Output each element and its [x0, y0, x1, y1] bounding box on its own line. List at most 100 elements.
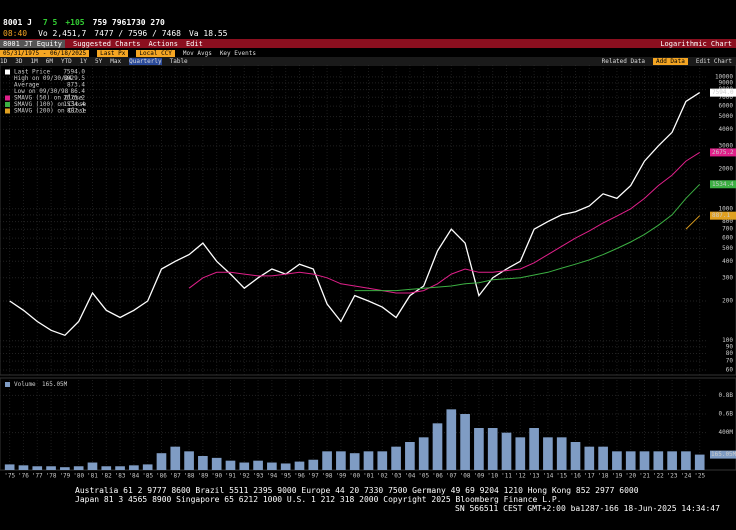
y-tick-label: 0.6B	[719, 411, 734, 418]
y-tick-label: 100	[722, 337, 733, 344]
y-tick-label: 10000	[715, 73, 733, 80]
time: 08:40	[3, 29, 28, 38]
period-button[interactable]: 1M	[30, 57, 38, 65]
x-tick-label: '14	[542, 473, 553, 480]
volume-bar	[529, 428, 539, 470]
x-tick-label: '20	[625, 473, 636, 480]
y-tick-label: 60	[726, 367, 734, 374]
legend-swatch	[5, 108, 10, 114]
y-tick-label: 3000	[719, 142, 734, 149]
legend-value: 7594.0	[63, 69, 85, 76]
last-value-tag	[710, 148, 736, 157]
volume-bar	[391, 446, 401, 470]
option[interactable]: Last Px	[97, 50, 129, 57]
last-value-label: 1534.4	[712, 181, 734, 188]
legend-label: SMAVG (50) on Close	[14, 95, 83, 102]
option[interactable]: Local CCY	[136, 50, 175, 57]
x-tick-label: '16	[570, 473, 581, 480]
legend-value: 1534.4	[63, 101, 85, 108]
period-button[interactable]: 3D	[15, 57, 23, 65]
legend-value: 8029.5	[63, 75, 85, 82]
period-button[interactable]: Table	[169, 57, 188, 65]
x-tick-label: '12	[515, 473, 526, 480]
legend-value: 887.1	[67, 108, 85, 115]
volume-bar	[598, 446, 608, 470]
stats-row: 08:40 Vo 2,451,7 7477 / 7596 / 7468 Va 1…	[0, 28, 736, 39]
period-button[interactable]: YTD	[60, 57, 72, 65]
volume-bar	[570, 442, 581, 470]
volume-bar	[515, 437, 526, 470]
volume-bar	[694, 454, 705, 470]
option[interactable]: Key Events	[219, 50, 256, 57]
x-tick-label: '76	[18, 473, 29, 480]
y-tick-label: 5000	[719, 113, 734, 120]
volume-bar	[501, 432, 512, 470]
y-tick-label: 80	[726, 350, 734, 357]
range: 7477 / 7596 / 7468	[94, 29, 181, 38]
volume-bar	[612, 451, 622, 470]
x-tick-label: '88	[184, 473, 195, 480]
menu-item[interactable]: Actions	[148, 39, 178, 48]
period-row: 1D 3D 1M 6M YTD 1Y 5Y Max Quarterly Table Related …	[0, 57, 736, 65]
legend-swatch	[5, 69, 10, 75]
x-tick-label: '99	[335, 473, 346, 480]
x-tick-label: '00	[349, 473, 360, 480]
y-tick-label: 9000	[719, 79, 734, 86]
last-value-label: 2675.2	[712, 149, 734, 156]
legend-label: High on 09/30/24	[14, 75, 72, 82]
last-value-tag	[710, 180, 736, 189]
period-button[interactable]: 1D	[0, 57, 8, 65]
price-line	[188, 151, 700, 294]
chart-mode: Logarithmic Chart	[660, 39, 732, 48]
menu-item[interactable]: Edit	[185, 39, 203, 48]
right-button[interactable]: Edit Chart	[695, 57, 732, 65]
y-tick-label: 90	[726, 343, 734, 350]
volume-bar	[280, 463, 291, 470]
volume-bar	[73, 466, 84, 470]
y-tick-label: 200	[722, 298, 733, 305]
volume-bar	[129, 465, 139, 470]
period-button[interactable]: Max	[110, 57, 122, 65]
x-tick-label: '10	[487, 473, 498, 480]
legend-label: SMAVG (200) on Close	[14, 108, 87, 115]
volume-bar	[101, 466, 112, 470]
volume-bar	[405, 442, 415, 470]
period-button[interactable]: 5Y	[95, 57, 103, 65]
right-button[interactable]: Related Data	[601, 57, 645, 65]
last-value-tag	[710, 88, 736, 97]
x-tick-label: '87	[170, 473, 181, 480]
period-button[interactable]: 1Y	[79, 57, 88, 65]
legend-label: Last Price	[14, 69, 51, 76]
x-tick-label: '90	[211, 473, 222, 480]
x-tick-label: '08	[460, 473, 471, 480]
x-tick-label: '24	[680, 473, 691, 480]
option[interactable]: Mov Avgs	[182, 50, 212, 57]
volume-bar	[653, 451, 664, 470]
date-range[interactable]: 05/31/1975 - 06/18/2025	[0, 50, 90, 57]
x-tick-label: '83	[115, 473, 126, 480]
volume-bar	[681, 451, 691, 470]
volume-bar	[225, 460, 236, 470]
security[interactable]: 8001 JT Equity	[0, 39, 66, 48]
volume-bar	[418, 437, 429, 470]
x-tick-label: '80	[73, 473, 84, 480]
x-tick-label: '77	[32, 473, 43, 480]
x-tick-label: '97	[308, 473, 319, 480]
x-tick-label: '86	[156, 473, 167, 480]
option-row: 05/31/1975 - 06/18/2025 Last Px Local CC…	[0, 50, 736, 57]
volume-bar	[308, 459, 319, 470]
period-button[interactable]: Quarterly	[129, 57, 162, 65]
volume-bar	[239, 462, 250, 470]
menu-item[interactable]: Suggested Charts	[73, 39, 141, 48]
x-tick-label: '09	[473, 473, 484, 480]
last-value-tag	[710, 211, 736, 220]
y-tick-label: 700	[722, 226, 733, 233]
volume-bar	[184, 451, 194, 470]
right-button[interactable]: Add Data	[652, 57, 688, 65]
x-tick-label: '03	[391, 473, 402, 480]
x-tick-label: '98	[322, 473, 333, 480]
volume-bar	[667, 451, 677, 470]
period-button[interactable]: 6M	[45, 57, 53, 65]
